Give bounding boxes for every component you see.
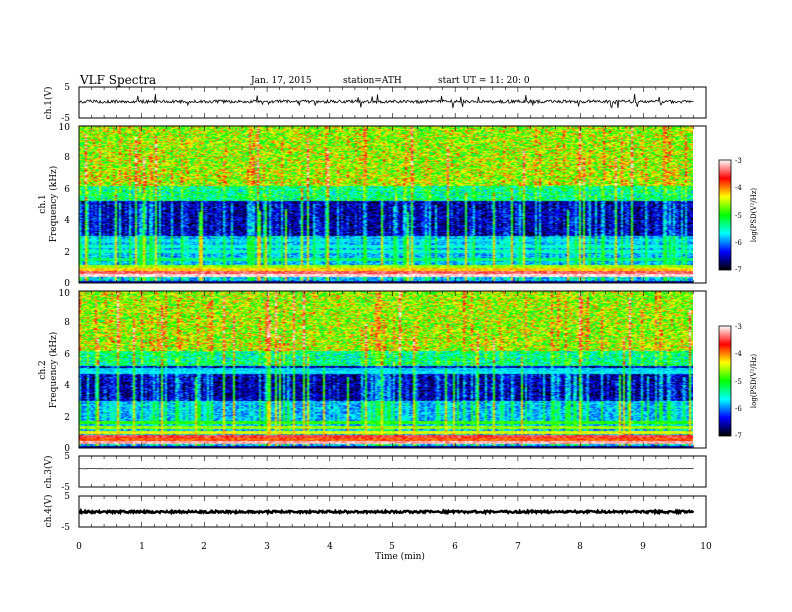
ch3-waveform-ylabel: ch.3(V) (43, 456, 54, 489)
time-tick-7: 7 (515, 542, 521, 552)
time-tick-2: 2 (201, 542, 207, 552)
colorbar-ch2-tick-m4: -4 (735, 350, 742, 358)
colorbar-ch2: -3 -4 -5 -6 -7 log(PSD(V²/Hz) (718, 323, 758, 440)
colorbar-ch1-tick-m3: -3 (735, 157, 742, 165)
figure-title: VLF Spectra (79, 73, 156, 87)
ch2-spectrogram-image (79, 291, 693, 448)
colorbar-ch1-tick-m5: -5 (735, 212, 742, 220)
ch1-spectrogram-ylabel: Frequency (kHz) (48, 166, 59, 243)
ch2-freq-tick-4: 4 (64, 381, 70, 391)
colorbar-ch2-label: log(PSD(V²/Hz) (750, 354, 758, 409)
ch1-waveform-ylabel: ch.1(V) (43, 87, 54, 120)
ch1-freq-tick-10: 10 (59, 123, 71, 133)
panel-ch3-waveform: 5 -5 ch.3(V) (43, 452, 707, 493)
date-label: Jan. 17, 2015 (250, 76, 312, 86)
time-axis-tick-marks (78, 87, 707, 527)
time-tick-1: 1 (139, 542, 145, 552)
colorbar-ch1: -3 -4 -5 -6 -7 log(PSD(V²/Hz) (718, 157, 758, 274)
colorbar-ch2-tick-m6: -6 (735, 405, 742, 413)
time-tick-0: 0 (76, 542, 82, 552)
ch2-freq-tick-6: 6 (64, 350, 70, 360)
ch1-spectrogram-channel-label: ch.1 (38, 194, 48, 213)
ch3-ytick-top: 5 (64, 452, 70, 462)
colorbar-ch2-tick-m7: -7 (735, 432, 742, 440)
panel-ch1-spectrogram: 0 2 4 6 8 10 ch.1 Frequency (kHz) (38, 123, 707, 289)
panel-ch4-waveform: 5 -5 ch.4(V) (43, 492, 707, 533)
ch1-freq-tick-0: 0 (64, 279, 70, 289)
time-axis: 0 1 2 3 4 5 6 7 8 9 10 Time (min) (76, 542, 712, 562)
ch2-freq-tick-0: 0 (64, 444, 70, 454)
time-tick-6: 6 (452, 542, 458, 552)
ch4-ytick-top: 5 (64, 492, 70, 502)
ch1-waveform-line (79, 94, 694, 109)
time-tick-3: 3 (264, 542, 270, 552)
colorbar-ch1-label: log(PSD(V²/Hz) (750, 188, 758, 243)
ch1-freq-tick-8: 8 (64, 153, 70, 163)
panel-ch1-waveform: 5 -5 ch.1(V) (43, 83, 707, 124)
colorbar-ch1-tick-m7: -7 (735, 266, 742, 274)
ch1-freq-tick-2: 2 (64, 248, 70, 258)
ch2-freq-tick-10: 10 (59, 289, 71, 299)
start-time-label: start UT = 11: 20: 0 (438, 76, 530, 86)
ch1-ytick-top: 5 (64, 83, 70, 93)
time-tick-5: 5 (389, 542, 395, 552)
ch1-freq-tick-6: 6 (64, 185, 70, 195)
ch1-spectrogram-image (79, 126, 693, 283)
colorbar-ch1-tick-m6: -6 (735, 239, 742, 247)
ch4-waveform-line (78, 507, 695, 516)
ch1-freq-tick-4: 4 (64, 216, 70, 226)
time-tick-4: 4 (327, 542, 333, 552)
time-axis-label: Time (min) (375, 551, 425, 562)
colorbar-ch1-tick-m4: -4 (735, 184, 742, 192)
station-label: station=ATH (343, 76, 402, 86)
colorbar-ch2-tick-m3: -3 (735, 323, 742, 331)
ch2-freq-tick-8: 8 (64, 318, 70, 328)
ch4-waveform-ylabel: ch.4(V) (43, 495, 54, 528)
ch3-ytick-bottom: -5 (61, 483, 70, 493)
ch4-ytick-bottom: -5 (61, 523, 70, 533)
colorbar-ch2-tick-m5: -5 (735, 378, 742, 386)
ch2-spectrogram-ylabel: Frequency (kHz) (48, 332, 59, 409)
time-tick-8: 8 (577, 542, 583, 552)
time-tick-10: 10 (700, 542, 712, 552)
colorbar-ch1-bar (718, 159, 732, 271)
panel-ch2-spectrogram: 0 2 4 6 8 10 ch.2 Frequency (kHz) (38, 289, 707, 454)
ch1-ytick-bottom: -5 (61, 114, 70, 124)
colorbar-ch2-bar (718, 325, 732, 437)
ch2-spectrogram-channel-label: ch.2 (38, 360, 48, 379)
time-tick-9: 9 (640, 542, 646, 552)
ch2-freq-tick-2: 2 (64, 413, 70, 423)
